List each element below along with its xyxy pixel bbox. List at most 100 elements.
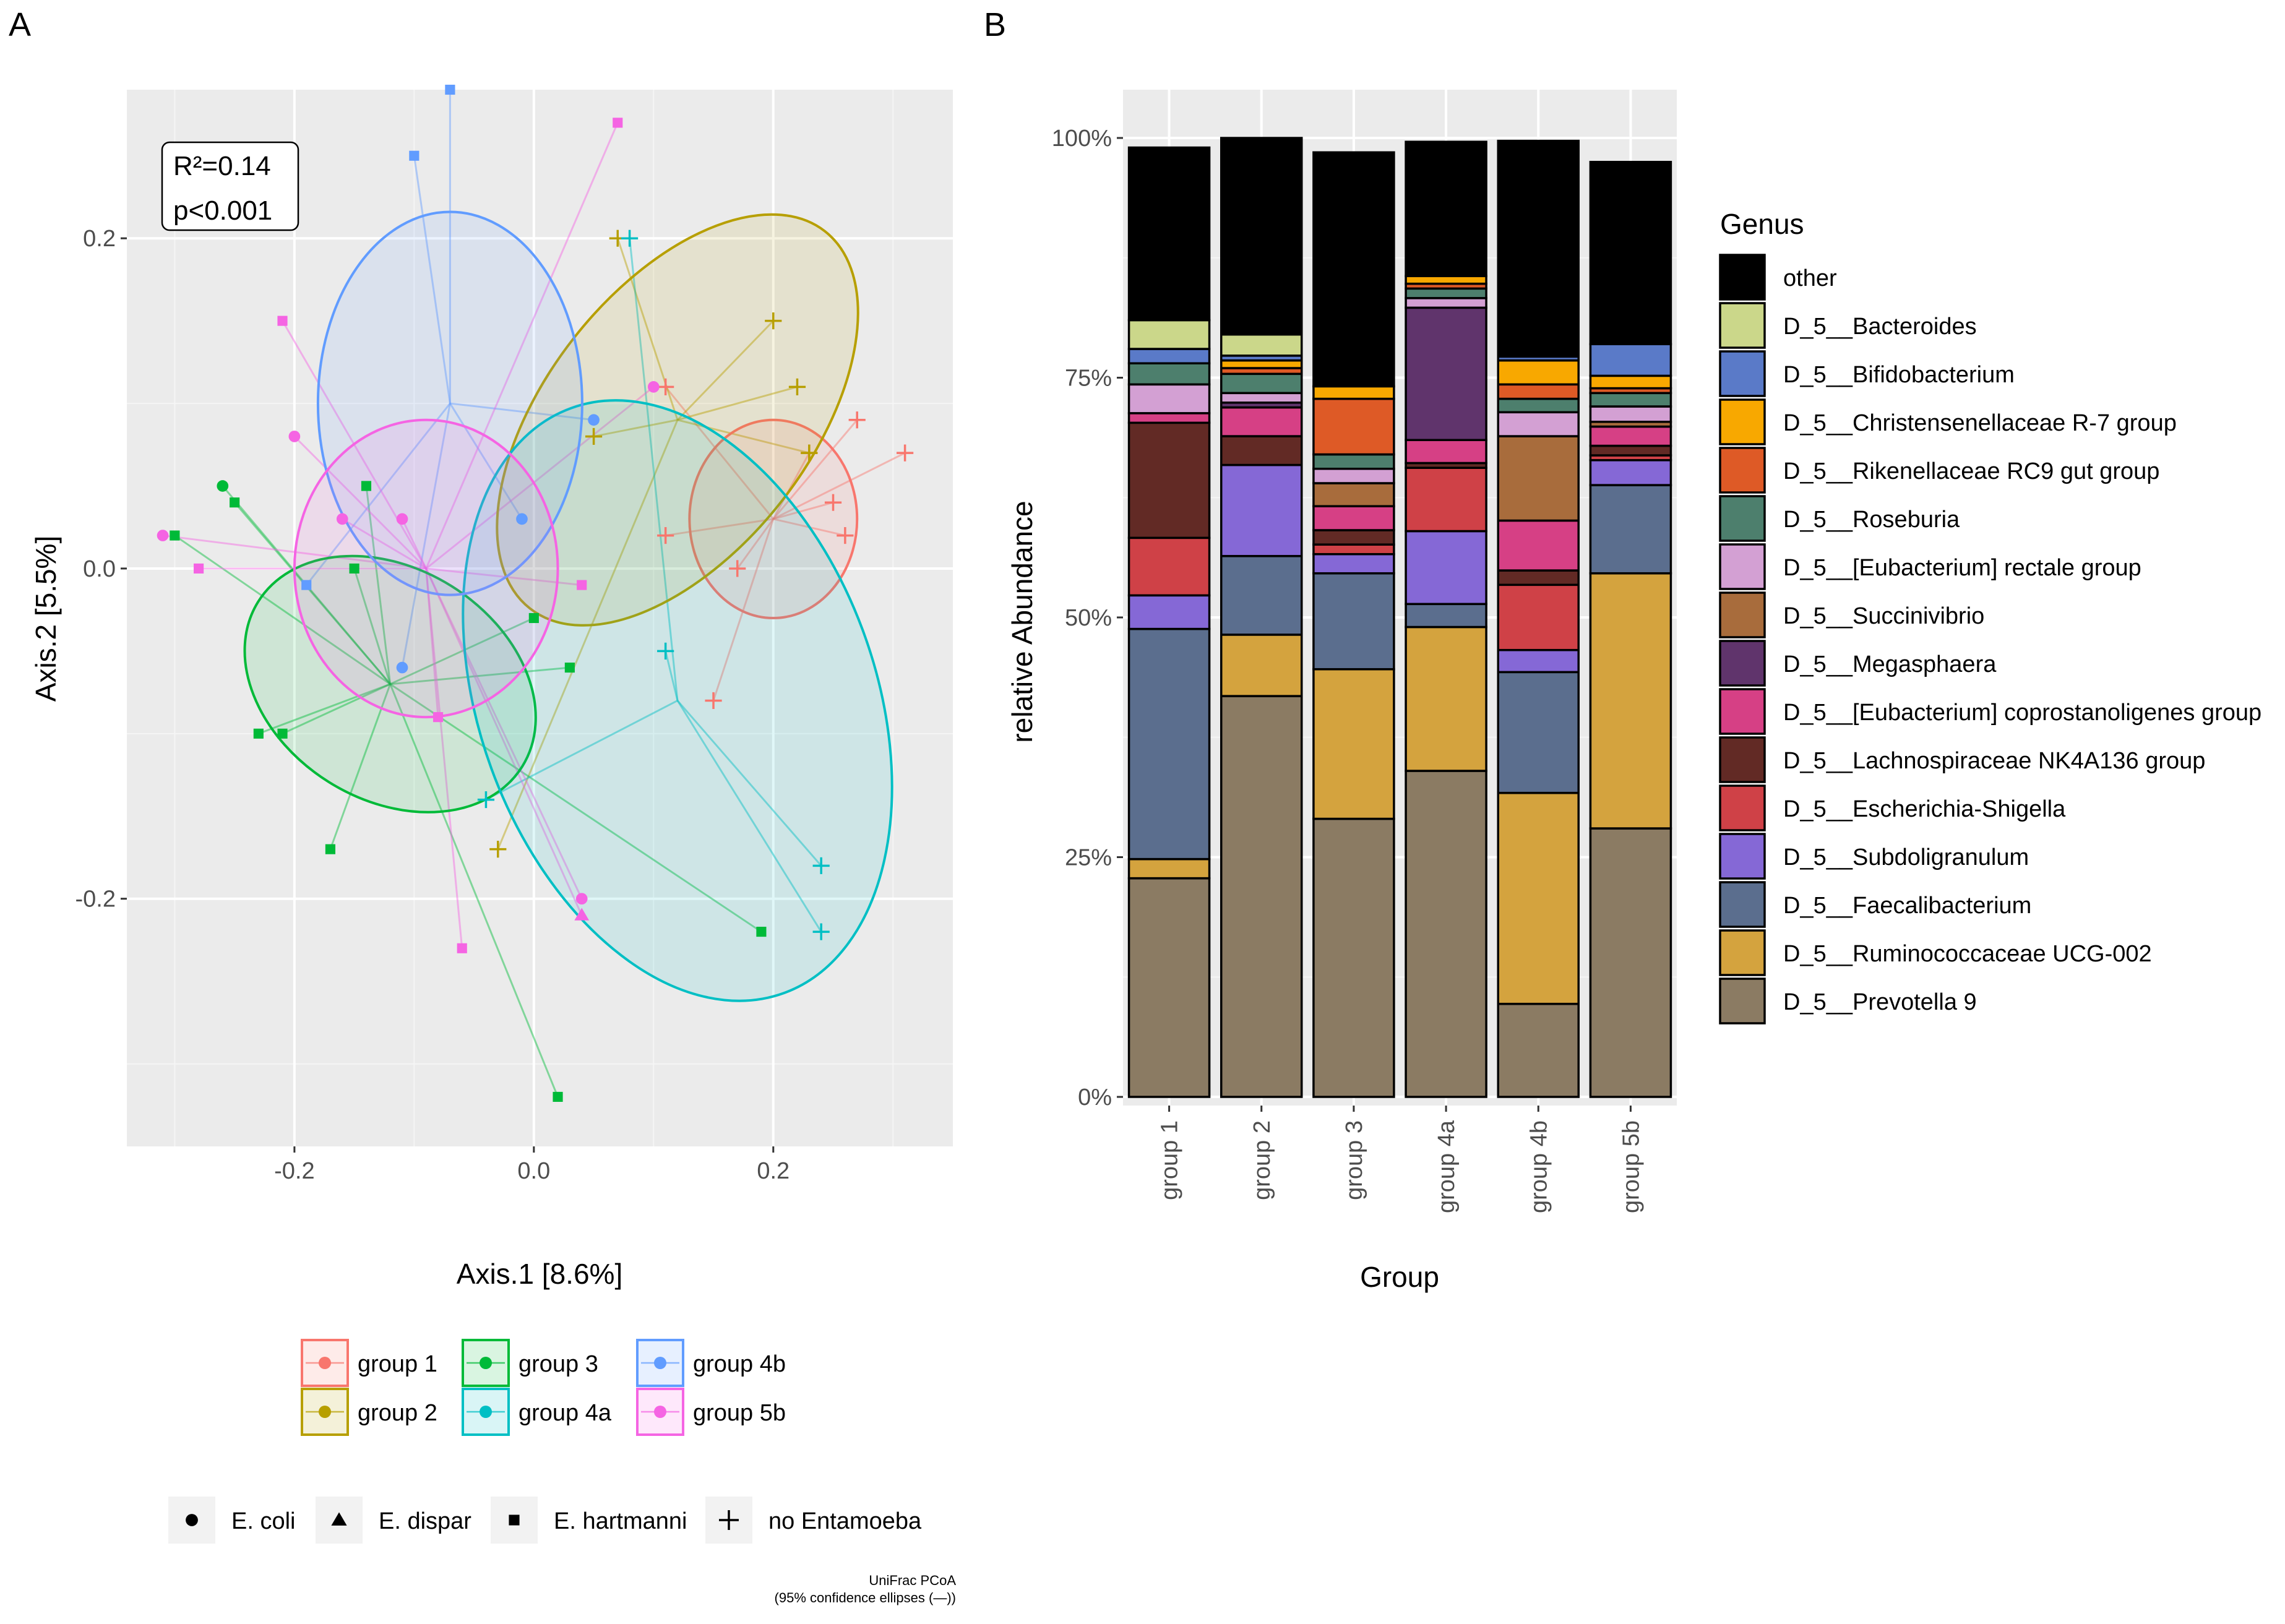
d-5-prevotella-9-legend-label: D_5__Prevotella 9 bbox=[1783, 989, 1977, 1015]
group-4b-spoke bbox=[449, 403, 523, 520]
group-3-spoke bbox=[390, 666, 570, 685]
group-5b-point bbox=[157, 530, 169, 541]
group-4a-d-5-escherichia-shigella-segment bbox=[1405, 466, 1487, 533]
d-5-roseburia-legend-swatch bbox=[1719, 495, 1766, 542]
group-3-point bbox=[230, 497, 240, 508]
pcoa-axis-ticks: -0.2 0.0 0.2 -0.2 0.0 0.2 bbox=[75, 226, 790, 1184]
group-4a-spoke bbox=[676, 700, 822, 932]
group-4a-spoke bbox=[665, 651, 679, 701]
d-5-lachnospiraceae-nk4a136-group-legend-label: D_5__Lachnospiraceae NK4A136 group bbox=[1783, 748, 2205, 774]
group-1-spoke bbox=[772, 452, 811, 520]
group-5b-d-5-faecalibacterium-segment bbox=[1589, 484, 1672, 575]
no-entamoeba-legend-label: no Entamoeba bbox=[768, 1508, 922, 1534]
group-4a-d-5-eubacterium-coprostanoligenes-group-segment bbox=[1405, 439, 1487, 465]
d-5-eubacterium-coprostanoligenes-group-legend-label: D_5__[Eubacterium] coprostanoligenes gro… bbox=[1783, 700, 2261, 726]
d-5-bacteroides-legend-label: D_5__Bacteroides bbox=[1783, 314, 1977, 340]
group-4a-spoke bbox=[485, 700, 678, 801]
group-5b-point bbox=[647, 381, 660, 393]
d-5-roseburia-legend-label: D_5__Roseburia bbox=[1783, 507, 1960, 533]
d-5-eubacterium-rectale-group-legend-label: D_5__[Eubacterium] rectale group bbox=[1783, 555, 2141, 581]
group-5b-point bbox=[613, 118, 623, 128]
d-5-rikenellaceae-rc9-gut-group-legend-label: D_5__Rikenellaceae RC9 gut group bbox=[1783, 458, 2159, 484]
e-coli-legend-label: E. coli bbox=[231, 1508, 295, 1534]
group-4b-spoke bbox=[401, 403, 451, 668]
group-3-point bbox=[361, 481, 372, 491]
group-2-spoke bbox=[497, 419, 679, 850]
d-5-christensenellaceae-r-7-group-legend-swatch bbox=[1719, 398, 1766, 445]
group-3-d-5-eubacterium-coprostanoligenes-group-segment bbox=[1312, 505, 1395, 531]
group-1-spoke bbox=[772, 419, 858, 520]
bar-x-tick-label: group 5b bbox=[1618, 1120, 1644, 1213]
d-5-megasphaera-legend-label: D_5__Megasphaera bbox=[1783, 651, 1997, 677]
group-4a-point bbox=[621, 230, 639, 247]
d-5-eubacterium-coprostanoligenes-group-legend-swatch bbox=[1719, 688, 1766, 735]
group-5b-point bbox=[575, 893, 588, 905]
d-5-escherichia-shigella-legend-swatch bbox=[1719, 784, 1766, 831]
group-1-point bbox=[729, 560, 746, 577]
group-2-d-5-bacteroides-segment bbox=[1220, 333, 1303, 357]
group-4a-spoke bbox=[629, 238, 679, 701]
group-5b-point bbox=[574, 908, 590, 921]
group-5b-point bbox=[577, 580, 587, 590]
bar-x-tick-label: group 2 bbox=[1249, 1120, 1275, 1200]
bar-x-tick-label: group 1 bbox=[1157, 1120, 1183, 1200]
group-1-spoke bbox=[665, 518, 774, 537]
group-5b-d-5-roseburia-segment bbox=[1589, 392, 1672, 408]
group-3-point bbox=[756, 926, 767, 937]
bar-y-tick-label: 50% bbox=[1065, 605, 1112, 631]
group-1-legend-label: group 1 bbox=[358, 1351, 437, 1377]
panel-a-label: A bbox=[9, 6, 31, 43]
group-5b-confidence-ellipse bbox=[293, 418, 559, 719]
d-5-succinivibrio-legend-swatch bbox=[1719, 591, 1766, 638]
group-2-point bbox=[765, 312, 782, 330]
other-legend-swatch bbox=[1719, 254, 1766, 301]
group-4b-d-5-subdoligranulum-segment bbox=[1497, 648, 1580, 674]
group-1-point bbox=[824, 494, 842, 511]
pcoa-y-tick-label: 0.0 bbox=[83, 556, 116, 582]
d-5-ruminococcaceae-ucg-002-legend-swatch bbox=[1719, 929, 1766, 976]
e-dispar-legend-label: E. dispar bbox=[379, 1508, 471, 1534]
group-4a-d-5-subdoligranulum-segment bbox=[1405, 530, 1487, 606]
group-5b-spoke bbox=[426, 567, 582, 586]
group-5b-spoke bbox=[425, 568, 583, 900]
group-1-point bbox=[657, 526, 674, 544]
d-5-succinivibrio-legend-label: D_5__Succinivibrio bbox=[1783, 603, 1984, 629]
d-5-christensenellaceae-r-7-group-legend-label: D_5__Christensenellaceae R-7 group bbox=[1783, 410, 2177, 436]
bar-plot-background bbox=[1123, 90, 1677, 1106]
e-hartmanni-legend-label: E. hartmanni bbox=[554, 1508, 687, 1534]
group-1-d-5-roseburia-segment bbox=[1127, 362, 1211, 386]
group-4b-point bbox=[396, 661, 408, 674]
group-3-point bbox=[277, 728, 288, 739]
group-4b-d-5-eubacterium-coprostanoligenes-group-segment bbox=[1497, 519, 1580, 572]
group-4b-d-5-faecalibacterium-segment bbox=[1497, 671, 1580, 794]
group-1-spoke bbox=[773, 501, 833, 520]
bar-y-tick-label: 25% bbox=[1065, 845, 1112, 871]
pcoa-y-tick-label: -0.2 bbox=[75, 887, 116, 913]
group-4b-legend-label: group 4b bbox=[693, 1351, 786, 1377]
group-4a-legend-label: group 4a bbox=[519, 1400, 612, 1426]
group-1-spoke bbox=[665, 386, 774, 520]
group-5b-d-5-christensenellaceae-r-7-group-segment bbox=[1589, 374, 1672, 390]
group-2-d-5-subdoligranulum-segment bbox=[1220, 463, 1303, 557]
group-3-point bbox=[253, 728, 264, 739]
group-4a-point bbox=[812, 923, 830, 940]
group-3-other-segment bbox=[1312, 151, 1395, 388]
d-5-rikenellaceae-rc9-gut-group-legend-swatch bbox=[1719, 447, 1766, 494]
group-4a-point bbox=[657, 642, 674, 659]
d-5-subdoligranulum-legend-swatch bbox=[1719, 833, 1766, 880]
group-1-legend-dot bbox=[319, 1357, 331, 1369]
no-entamoeba-legend-icon bbox=[719, 1510, 739, 1530]
group-3-d-5-subdoligranulum-segment bbox=[1312, 552, 1395, 575]
group-5b-point bbox=[432, 712, 444, 723]
pcoa-centroid-spokes bbox=[162, 90, 906, 1098]
group-5b-spoke bbox=[293, 436, 427, 569]
group-1-d-5-subdoligranulum-segment bbox=[1127, 594, 1211, 630]
group-5b-d-5-subdoligranulum-segment bbox=[1589, 459, 1672, 486]
group-3-point bbox=[528, 612, 539, 624]
group-4b-point bbox=[301, 580, 312, 590]
group-1-point bbox=[705, 692, 722, 710]
group-4b-legend-dot bbox=[654, 1357, 666, 1369]
group-2-spoke bbox=[677, 419, 810, 454]
group-4a-other-segment bbox=[1405, 140, 1487, 277]
